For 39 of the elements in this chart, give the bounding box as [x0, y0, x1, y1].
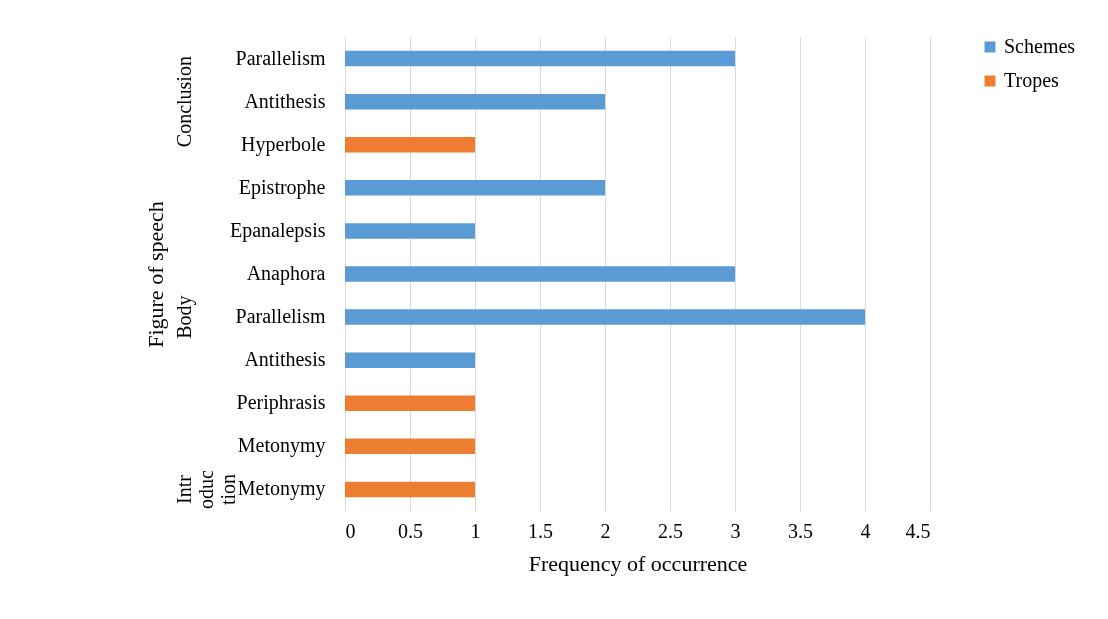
- y-axis-title: Figure of speech: [142, 201, 168, 348]
- bar: [345, 309, 865, 325]
- bar: [345, 50, 735, 67]
- bar: [345, 223, 475, 239]
- bar: [345, 136, 475, 153]
- text: Introduction: [173, 469, 239, 509]
- y-tick-label: Periphrasis: [236, 391, 326, 415]
- x-tick-label: 0: [345, 519, 356, 542]
- x-tick-label: 1.5: [528, 519, 553, 542]
- y-tick-label: Epistrophe: [238, 175, 326, 199]
- x-axis-title: Frequency of occurrence: [528, 550, 748, 576]
- x-tick-label: 4: [860, 519, 871, 542]
- x-tick-label: 2: [600, 519, 611, 542]
- x-tick-label: 3.5: [788, 519, 813, 542]
- y-tick-label: Metonymy: [237, 434, 326, 458]
- legend-label: Tropes: [1004, 69, 1060, 92]
- x-tick-label: 0.5: [398, 519, 423, 542]
- y-tick-label: Epanalepsis: [229, 218, 326, 242]
- y-tick-label: Antithesis: [244, 348, 326, 371]
- bar: [345, 395, 475, 412]
- x-tick-label: 2.5: [658, 519, 683, 542]
- y-tick-label: Hyperbole: [241, 132, 326, 156]
- y-tick-label: Metonymy: [237, 477, 326, 501]
- x-tick-label: 1: [470, 519, 481, 542]
- y-tick-label: Antithesis: [244, 89, 326, 112]
- y-tick-label: Parallelism: [235, 305, 326, 328]
- y-tick-label: Parallelism: [235, 46, 326, 69]
- text: Body: [173, 295, 196, 339]
- bar: [345, 180, 605, 196]
- x-tick-label: 4.5: [905, 519, 931, 542]
- bar: [345, 93, 605, 110]
- text: Conclusion: [173, 56, 195, 148]
- x-tick-label: 3: [730, 519, 741, 542]
- bar: [345, 438, 475, 455]
- legend-label: Schemes: [1004, 35, 1076, 57]
- bar: [345, 481, 475, 498]
- y-tick-label: Anaphora: [246, 262, 326, 285]
- bar: [345, 266, 735, 282]
- bar: [345, 352, 475, 368]
